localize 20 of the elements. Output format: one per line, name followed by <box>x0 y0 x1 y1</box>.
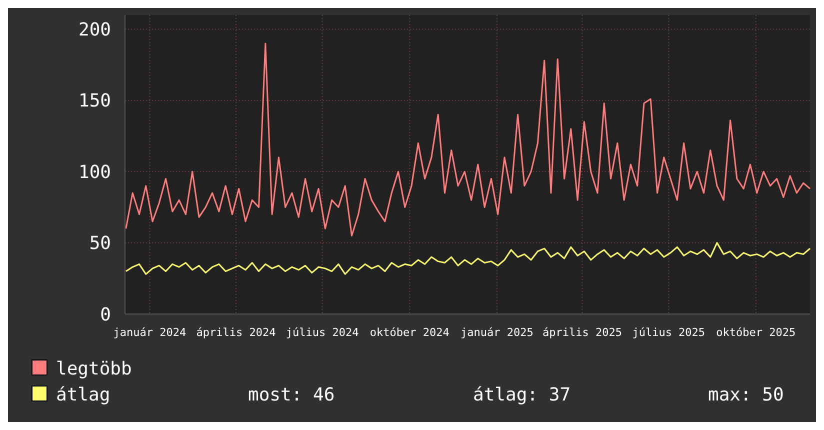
x-tick-label: április 2024 <box>196 326 276 339</box>
line-series <box>125 242 811 275</box>
text: átlag: 37 <box>473 384 571 406</box>
x-tick-label: április 2025 <box>542 326 622 339</box>
x-tick-label: január 2024 <box>113 326 186 339</box>
y-tick-label: 100 <box>78 162 111 183</box>
y-tick-label: 200 <box>78 20 111 41</box>
y-tick-label: 50 <box>89 233 111 254</box>
x-tick-label: január 2025 <box>460 326 534 339</box>
x-tick-label: október 2024 <box>370 326 450 339</box>
x-tick-label: július 2025 <box>632 326 706 339</box>
text: most: 46 <box>248 384 335 406</box>
y-tick-label: 150 <box>78 90 111 112</box>
text: max: 50 <box>708 384 784 406</box>
x-tick-label: július 2024 <box>286 326 360 339</box>
x-tick-label: október 2025 <box>716 326 796 339</box>
legend-label: legtöbb <box>56 358 132 380</box>
legend-label: átlag <box>56 384 110 406</box>
y-tick-label: 0 <box>100 304 111 326</box>
line-series <box>125 42 811 236</box>
